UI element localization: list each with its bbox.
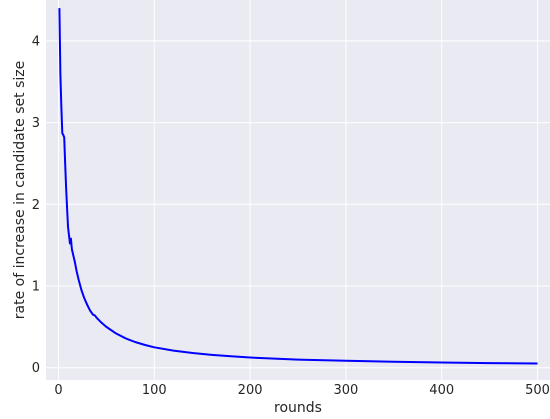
- y-tick-label: 2: [32, 198, 40, 213]
- plot-background: [46, 0, 550, 380]
- y-axis-ticks: 0 1 2 3 4: [32, 34, 40, 376]
- x-tick-label: 0: [54, 383, 62, 398]
- grid: [46, 0, 550, 380]
- x-tick-label: 200: [238, 383, 263, 398]
- y-axis-label: rate of increase in candidate set size: [12, 61, 28, 319]
- x-axis-ticks: 0 100 200 300 400 500: [54, 383, 550, 398]
- x-axis-label: rounds: [274, 400, 322, 416]
- series-line: [58, 8, 538, 365]
- x-tick-label: 500: [525, 383, 550, 398]
- x-tick-label: 400: [429, 383, 454, 398]
- x-tick-label: 100: [142, 383, 167, 398]
- y-tick-label: 3: [32, 116, 40, 131]
- y-tick-label: 4: [32, 34, 40, 49]
- y-tick-label: 0: [32, 361, 40, 376]
- x-tick-label: 300: [333, 383, 358, 398]
- y-tick-label: 1: [32, 280, 40, 295]
